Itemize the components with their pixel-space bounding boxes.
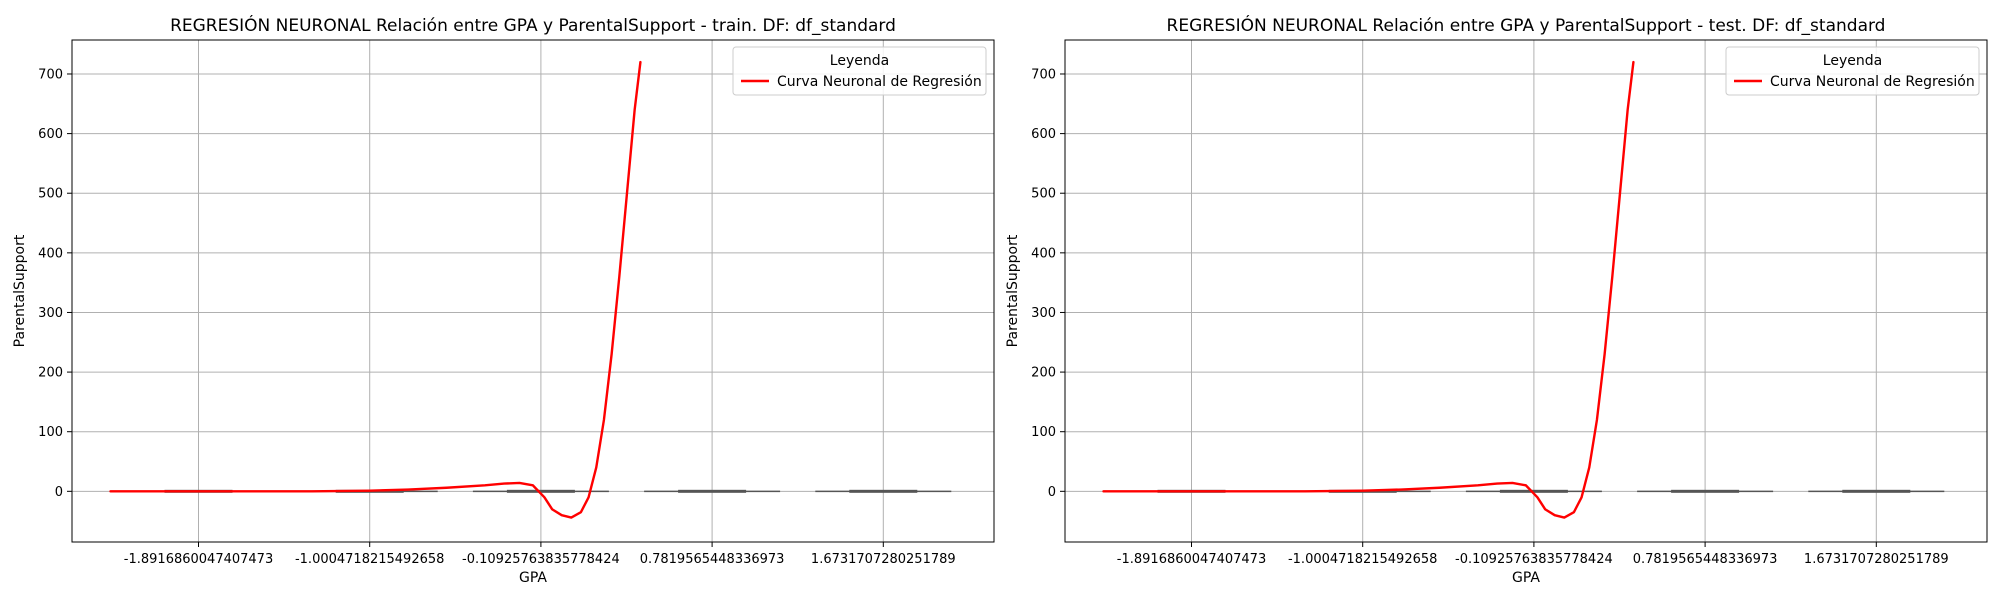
box-body bbox=[1671, 489, 1740, 493]
y-tick-label: 300 bbox=[1031, 306, 1056, 321]
plot-area bbox=[72, 40, 994, 542]
y-tick-label: 400 bbox=[1031, 246, 1056, 261]
regression-curve-line bbox=[109, 60, 642, 519]
legend-title: Leyenda bbox=[830, 53, 889, 69]
x-tick-label: -1.0004718215492658 bbox=[295, 552, 444, 567]
legend-entry-label: Curva Neuronal de Regresión bbox=[1770, 74, 1975, 90]
box-body bbox=[678, 489, 747, 493]
y-axis-label: ParentalSupport bbox=[12, 234, 28, 347]
plot-frame bbox=[1064, 39, 1988, 543]
y-axis-label: ParentalSupport bbox=[1005, 234, 1021, 347]
legend: Leyenda Curva Neuronal de Regresión bbox=[732, 46, 987, 96]
y-tick-label: 400 bbox=[38, 246, 63, 261]
y-tick-label: 100 bbox=[38, 425, 63, 440]
box-body bbox=[849, 489, 918, 493]
y-tick-label: 600 bbox=[38, 127, 63, 142]
legend-entry-label: Curva Neuronal de Regresión bbox=[777, 74, 982, 90]
chart-panel-train: 0 100 200 300 400 500 600 700 -1.891686004740747… bbox=[12, 14, 995, 586]
y-tick-label: 100 bbox=[1031, 425, 1056, 440]
x-tick-label: -0.10925763835778424 bbox=[462, 552, 620, 567]
box-body bbox=[1842, 489, 1911, 493]
plot-frame bbox=[71, 39, 995, 543]
legend-title: Leyenda bbox=[1823, 53, 1882, 69]
x-tick-label: -1.8916860047407473 bbox=[1117, 552, 1266, 567]
y-tick-label: 700 bbox=[38, 67, 63, 82]
x-tick-label: 1.6731707280251789 bbox=[1804, 552, 1949, 567]
plot-area bbox=[1065, 40, 1987, 542]
y-tick-label: 0 bbox=[1048, 485, 1056, 500]
y-tick-label: 0 bbox=[55, 485, 63, 500]
chart-title: REGRESIÓN NEURONAL Relación entre GPA y … bbox=[1167, 14, 1886, 36]
x-tick-label: -1.8916860047407473 bbox=[124, 552, 273, 567]
chart-title: REGRESIÓN NEURONAL Relación entre GPA y … bbox=[170, 14, 896, 36]
y-tick-label: 500 bbox=[38, 187, 63, 202]
y-tick-label: 300 bbox=[38, 306, 63, 321]
legend-box bbox=[1725, 46, 1980, 96]
x-axis-label: GPA bbox=[1512, 570, 1540, 586]
x-tick-label: 1.6731707280251789 bbox=[811, 552, 956, 567]
x-axis-label: GPA bbox=[519, 570, 547, 586]
legend: Leyenda Curva Neuronal de Regresión bbox=[1725, 46, 1980, 96]
x-tick-label: -0.10925763835778424 bbox=[1455, 552, 1613, 567]
y-tick-label: 500 bbox=[1031, 187, 1056, 202]
chart-panel-test: 0 100 200 300 400 500 600 700 -1.891686004740747… bbox=[1005, 14, 1988, 586]
y-tick-label: 700 bbox=[1031, 67, 1056, 82]
x-tick-label: 0.7819565448336973 bbox=[1633, 552, 1778, 567]
box-body bbox=[1499, 489, 1568, 493]
y-tick-label: 600 bbox=[1031, 127, 1056, 142]
y-tick-label: 200 bbox=[1031, 366, 1056, 381]
y-tick-label: 200 bbox=[38, 366, 63, 381]
x-tick-label: 0.7819565448336973 bbox=[640, 552, 785, 567]
regression-curve-line bbox=[1102, 60, 1635, 519]
legend-box bbox=[732, 46, 987, 96]
box-body bbox=[506, 489, 575, 493]
x-tick-label: -1.0004718215492658 bbox=[1288, 552, 1437, 567]
